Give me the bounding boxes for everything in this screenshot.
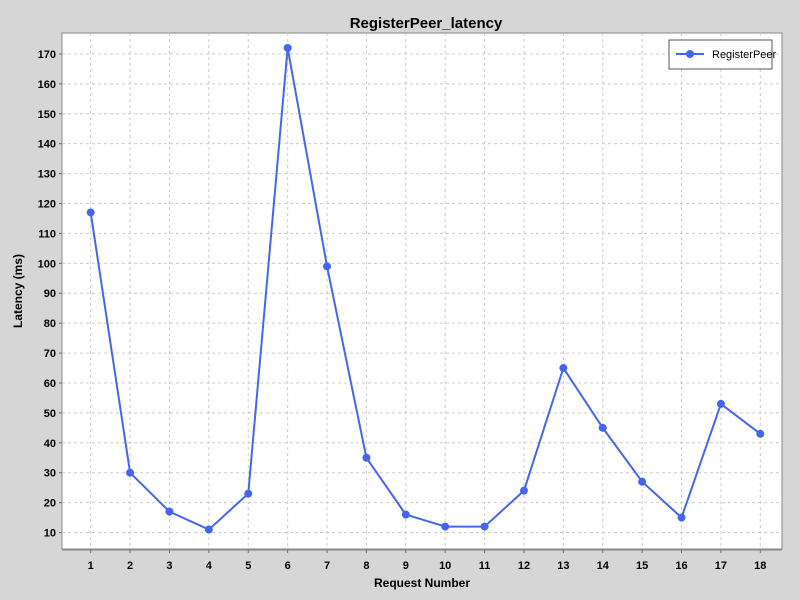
- x-tick-label: 8: [363, 560, 369, 572]
- data-point: [126, 468, 135, 477]
- x-tick-label: 13: [557, 560, 569, 572]
- data-point: [283, 43, 292, 52]
- y-tick-label: 70: [44, 348, 56, 360]
- data-point: [598, 423, 607, 432]
- x-tick-label: 14: [597, 560, 610, 572]
- y-tick-label: 60: [44, 378, 56, 390]
- series-registerpeer: [86, 43, 765, 534]
- data-point: [480, 522, 489, 531]
- x-tick-label: 6: [285, 560, 291, 572]
- data-point: [401, 510, 410, 519]
- data-point: [716, 399, 725, 408]
- legend: RegisterPeer: [668, 39, 777, 70]
- y-tick-label: 130: [38, 169, 56, 181]
- x-axis-label: Request Number: [374, 576, 470, 590]
- y-tick-label: 150: [38, 109, 56, 121]
- data-point: [519, 486, 528, 495]
- x-tick-label: 9: [403, 560, 409, 572]
- data-point: [638, 477, 647, 486]
- data-point: [165, 507, 174, 516]
- x-tick-label: 16: [675, 560, 687, 572]
- series-line: [89, 46, 761, 531]
- data-point: [362, 453, 371, 462]
- data-point: [204, 525, 213, 534]
- x-tick-label: 11: [479, 560, 491, 572]
- y-tick-label: 90: [44, 288, 56, 300]
- x-tick-label: 5: [245, 560, 251, 572]
- x-tick-label: 7: [324, 560, 330, 572]
- axes: 1020304050607080901001101201301401501601…: [38, 49, 782, 572]
- data-point: [677, 513, 686, 522]
- y-tick-label: 120: [38, 199, 56, 211]
- y-tick-label: 110: [38, 228, 56, 240]
- data-point: [559, 364, 568, 373]
- x-tick-label: 15: [636, 560, 648, 572]
- x-tick-label: 4: [206, 560, 213, 572]
- x-tick-label: 2: [127, 560, 133, 572]
- data-point: [86, 208, 95, 217]
- data-point: [756, 429, 765, 438]
- data-point: [323, 262, 332, 271]
- y-tick-label: 40: [44, 438, 56, 450]
- x-tick-label: 18: [754, 560, 766, 572]
- legend-entry: RegisterPeer: [712, 49, 777, 61]
- y-tick-label: 10: [44, 528, 56, 540]
- x-tick-label: 17: [715, 560, 727, 572]
- y-tick-label: 50: [44, 408, 56, 420]
- grid: [62, 33, 782, 549]
- x-tick-label: 10: [439, 560, 451, 572]
- y-tick-label: 30: [44, 468, 56, 480]
- legend-marker: [686, 50, 694, 58]
- y-tick-label: 170: [38, 49, 56, 61]
- chart-title: RegisterPeer_latency: [350, 15, 503, 32]
- x-tick-label: 1: [88, 560, 94, 572]
- y-tick-label: 160: [38, 79, 56, 91]
- y-axis-label: Latency (ms): [11, 254, 25, 328]
- y-tick-label: 100: [38, 258, 56, 270]
- y-tick-label: 80: [44, 318, 56, 330]
- x-tick-label: 3: [166, 560, 172, 572]
- y-tick-label: 140: [38, 139, 56, 151]
- data-point: [441, 522, 450, 531]
- data-point: [244, 489, 253, 498]
- x-tick-label: 12: [518, 560, 530, 572]
- plot-area: [61, 32, 783, 550]
- y-tick-label: 20: [44, 498, 56, 510]
